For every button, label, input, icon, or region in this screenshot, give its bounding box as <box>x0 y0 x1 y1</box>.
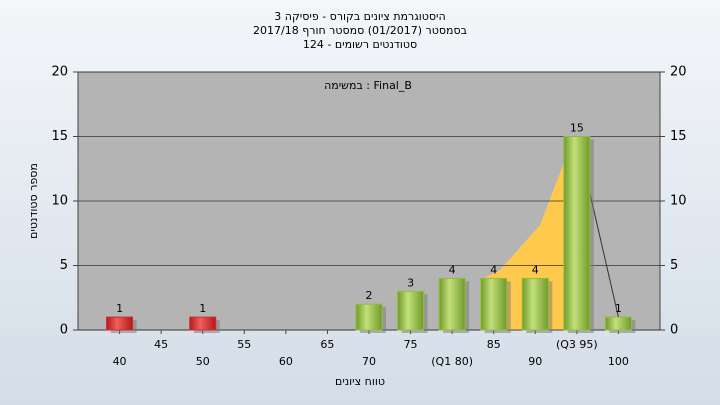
y2-tick-label: 0 <box>670 323 678 338</box>
x-tick-label: 100 <box>608 355 629 368</box>
y-tick-label: 10 <box>51 194 68 209</box>
data-label: 1 <box>615 302 622 315</box>
x-tick-label: (Q1 80) <box>431 355 473 368</box>
x-tick-label: 85 <box>487 338 501 351</box>
y-tick-label: 0 <box>60 323 68 338</box>
y-tick-label: 15 <box>51 129 68 144</box>
chart-title: היסטוגרמת ציונים בקורס - פיסיקה 3 <box>274 10 445 23</box>
bar <box>106 316 134 331</box>
bar <box>521 277 549 331</box>
y-tick-label: 5 <box>60 258 68 273</box>
bar <box>563 136 591 331</box>
data-label: 1 <box>116 302 123 315</box>
annotation: במשימה : Final_B <box>324 79 412 92</box>
x-tick-label: 65 <box>320 338 334 351</box>
x-tick-label: 75 <box>404 338 418 351</box>
x-tick-label: 40 <box>113 355 127 368</box>
x-tick-label: 45 <box>154 338 168 351</box>
data-label: 4 <box>490 263 497 276</box>
data-label: 15 <box>570 122 584 135</box>
data-label: 4 <box>449 263 456 276</box>
x-axis-label: טווח ציונים <box>335 375 385 388</box>
y2-tick-label: 20 <box>670 65 687 80</box>
y-axis-label: מספר סטודנטים <box>27 163 40 239</box>
bar <box>480 277 508 331</box>
bar <box>397 290 425 331</box>
data-label: 1 <box>199 302 206 315</box>
chart-subtitle: סטודנטים רשומים - 124 <box>303 38 417 51</box>
data-label: 2 <box>366 289 373 302</box>
x-tick-label: 50 <box>196 355 210 368</box>
x-tick-label: (Q3 95) <box>556 338 598 351</box>
y2-tick-label: 5 <box>670 258 678 273</box>
bar <box>355 303 383 331</box>
bar <box>604 316 632 331</box>
chart-subtitle: בסמסטר (01/2017) סמסטר חורף 2017/18 <box>253 24 467 37</box>
data-label: 4 <box>532 263 539 276</box>
bar <box>438 277 466 331</box>
x-tick-label: 70 <box>362 355 376 368</box>
y2-tick-label: 10 <box>670 194 687 209</box>
data-label: 3 <box>407 276 414 289</box>
x-tick-label: 90 <box>528 355 542 368</box>
bar <box>189 316 217 331</box>
y2-tick-label: 15 <box>670 129 687 144</box>
x-tick-label: 55 <box>237 338 251 351</box>
y-tick-label: 20 <box>51 65 68 80</box>
x-tick-label: 60 <box>279 355 293 368</box>
